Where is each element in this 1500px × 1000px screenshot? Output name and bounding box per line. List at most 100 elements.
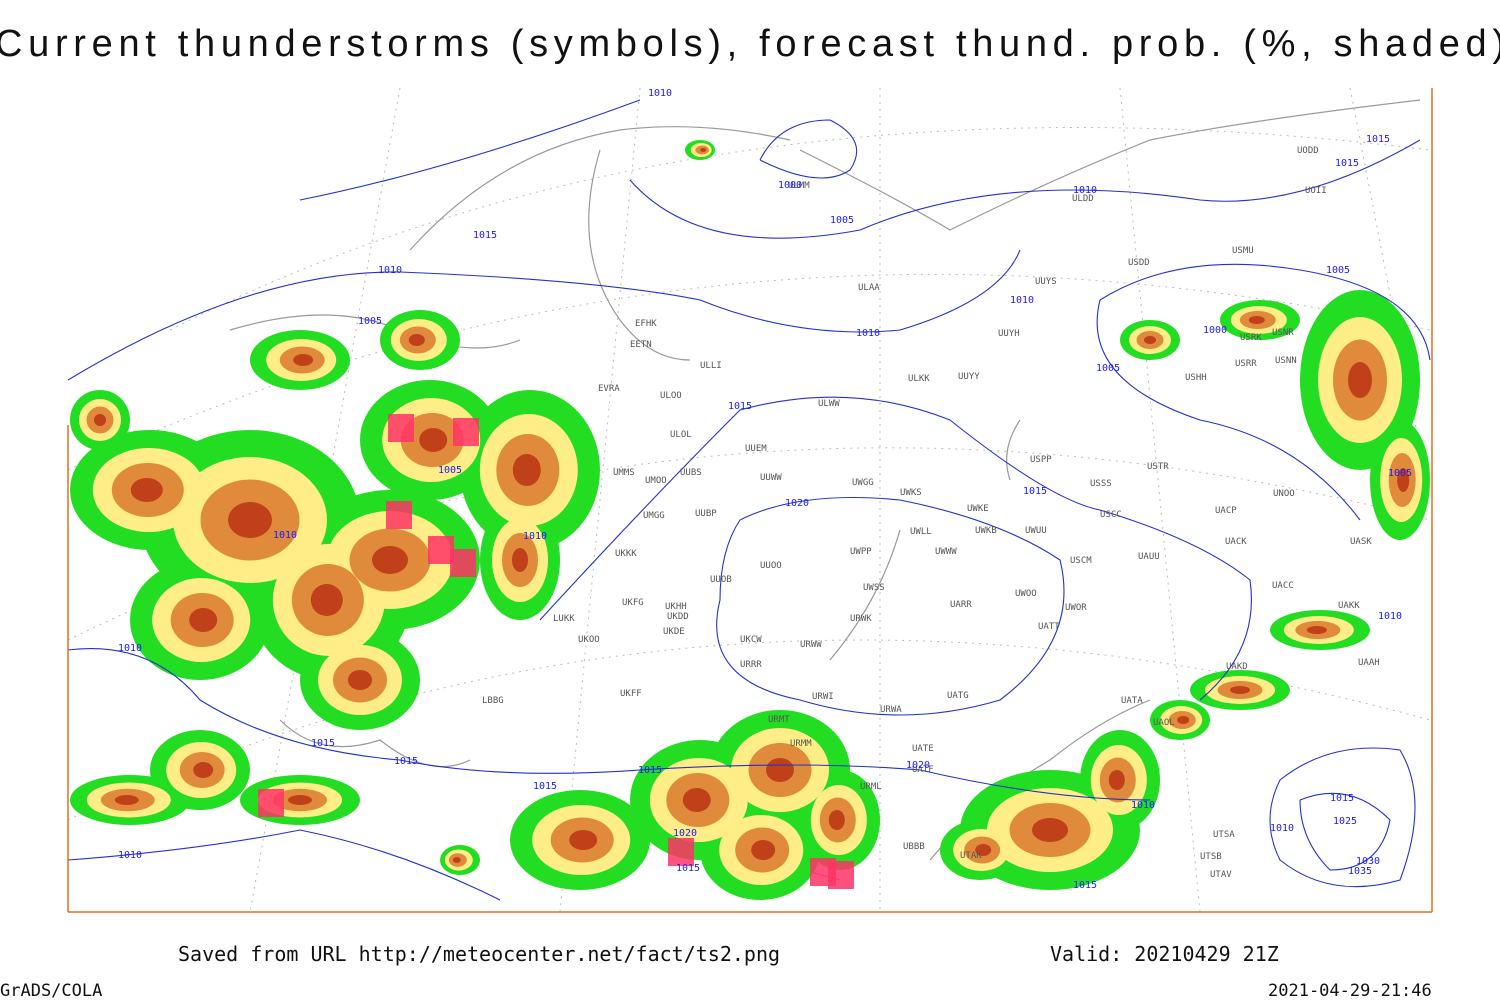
station-label: USCM	[1070, 556, 1092, 566]
station-label: UMGG	[643, 511, 665, 521]
isobar-label: 1010	[1131, 800, 1155, 811]
isobars	[67, 99, 1431, 901]
prob-area	[1230, 686, 1250, 694]
isobar-label: 1015	[533, 781, 557, 792]
station-label: UAKK	[1338, 601, 1360, 611]
isobar-label: 1015	[1330, 793, 1354, 804]
prob-area	[512, 548, 528, 572]
prob-area	[1032, 818, 1068, 842]
station-label: UWUU	[1025, 526, 1047, 536]
isobar-label: 1015	[1023, 486, 1047, 497]
isobar-label: 1000	[778, 180, 802, 191]
isobar	[299, 99, 1421, 239]
prob-area	[114, 795, 139, 805]
station-label: UTAV	[1210, 870, 1232, 880]
prob-area	[288, 795, 312, 805]
graticule	[67, 87, 1431, 913]
station-label: UKCW	[740, 635, 762, 645]
meridian	[1119, 87, 1201, 913]
station-label: USRR	[1235, 359, 1257, 369]
station-label: USSS	[1090, 479, 1112, 489]
isobar	[1269, 747, 1416, 888]
prob-area	[348, 670, 372, 690]
station-label: USNN	[1275, 356, 1297, 366]
station-label: UODD	[1297, 146, 1319, 156]
prob-area	[700, 148, 707, 152]
isobar-label: 1010	[523, 531, 547, 542]
station-label: UKKK	[615, 549, 637, 559]
station-label: UWOO	[1015, 589, 1037, 599]
station-label: UWPP	[850, 547, 872, 557]
prob-area	[1108, 770, 1125, 790]
station-label: UWKS	[900, 488, 922, 498]
map-area: ULAA UUYS USDD USMU UODD UOII ULDD ULMM UUYH ULKK…	[67, 87, 1433, 913]
isobar	[67, 648, 1151, 801]
storm-symbol	[450, 549, 476, 577]
station-label: UUEM	[745, 444, 767, 454]
station-label: UUBS	[680, 468, 702, 478]
prob-area	[310, 584, 343, 616]
station-label: UWLL	[910, 527, 932, 537]
source-url: Saved from URL http://meteocenter.net/fa…	[178, 942, 780, 966]
station-label: ULMM	[788, 181, 810, 191]
station-label: URMM	[790, 739, 812, 749]
station-label: UWWW	[935, 547, 957, 557]
prob-area	[975, 844, 992, 856]
station-label: UACC	[1272, 581, 1294, 591]
station-label: USHH	[1185, 373, 1207, 383]
isobar-label: 1005	[1388, 468, 1412, 479]
station-label: UKDD	[667, 612, 689, 622]
isobar	[539, 396, 1252, 701]
isobar-label: 1015	[311, 738, 335, 749]
isobar	[1299, 792, 1391, 871]
isobar-label: 1015	[1335, 158, 1359, 169]
station-label: URML	[860, 782, 882, 792]
isobar-label: 1010	[1073, 185, 1097, 196]
storm-symbols	[258, 414, 854, 889]
isobar-label: 1015	[473, 230, 497, 241]
station-label: UASK	[1350, 537, 1372, 547]
storm-symbol	[388, 414, 414, 442]
station-label: UKFG	[622, 598, 644, 608]
station-label: URWI	[812, 692, 834, 702]
prob-area	[682, 788, 711, 812]
isobar-label: 1010	[118, 850, 142, 861]
isobar	[67, 249, 1021, 381]
meridian	[559, 87, 641, 913]
isobar	[716, 496, 1065, 716]
station-label: UTAK	[960, 851, 982, 861]
prob-area	[193, 762, 214, 778]
prob-area	[452, 857, 461, 863]
isobar-label: 1015	[394, 756, 418, 767]
isobar-label: 1015	[728, 401, 752, 412]
station-label: UUOO	[760, 561, 782, 571]
isobar	[759, 119, 858, 179]
station-label: UUOB	[710, 575, 732, 585]
isobar-label: 1015	[1073, 880, 1097, 891]
parallel	[67, 273, 1431, 471]
isobar-label: 1015	[676, 863, 700, 874]
station-label: UUWW	[760, 473, 782, 483]
station-label: UMMS	[613, 468, 635, 478]
station-label: UOII	[1305, 186, 1327, 196]
station-label: UAKD	[1226, 662, 1248, 672]
prob-area	[1177, 716, 1190, 724]
thunder-probability	[70, 140, 1430, 900]
prob-area	[1144, 336, 1156, 344]
station-label: URWW	[800, 640, 822, 650]
title: Current thunderstorms (symbols), forecas…	[0, 23, 1500, 65]
station-label: UKHH	[665, 602, 687, 612]
prob-area	[766, 758, 794, 782]
isobar-label: 1015	[638, 765, 662, 776]
station-label: UKDE	[663, 627, 685, 637]
isobar-label: 1010	[1010, 295, 1034, 306]
timestamp: 2021-04-29-21:46	[1268, 981, 1432, 1000]
station-label: UNOO	[1273, 489, 1295, 499]
station-label: URWA	[880, 705, 902, 715]
prob-area	[512, 454, 541, 486]
isobar-label: 1005	[438, 465, 462, 476]
station-label: USRK	[1240, 333, 1262, 343]
coastline	[829, 419, 1021, 661]
station-label: UAAH	[1358, 658, 1380, 668]
station-label: UWSS	[863, 583, 885, 593]
